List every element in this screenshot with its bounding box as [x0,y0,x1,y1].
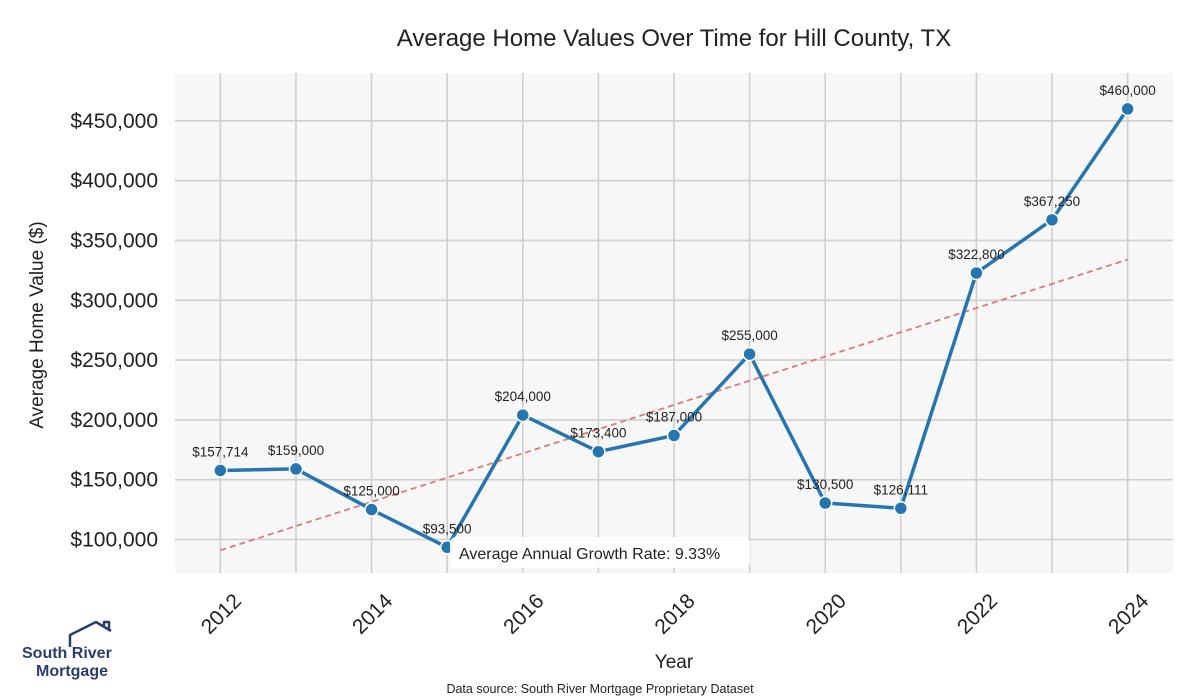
annotation-text: Average Annual Growth Rate: 9.33% [459,546,720,563]
y-tick-label: $300,000 [70,289,158,312]
x-tick-label: 2020 [802,589,851,638]
logo: South River Mortgage [22,620,112,680]
x-tick-label: 2016 [499,589,548,638]
data-point-2022 [969,265,984,281]
x-axis-ticks: 2012 2014 2016 2018 2020 2022 2024 [197,589,1154,639]
data-point-2023 [1044,212,1060,228]
data-label-2013: $159,000 [268,443,324,458]
grid [175,73,1173,573]
data-label-2019: $255,000 [721,328,777,343]
growth-rate-annotation: Average Annual Growth Rate: 9.33% [450,537,750,568]
data-label-2014: $125,000 [343,484,399,499]
x-tick-label: 2018 [650,589,699,638]
y-tick-label: $200,000 [70,409,158,432]
logo-line2: Mortgage [36,663,108,680]
y-tick-label: $350,000 [70,229,158,252]
x-tick-label: 2012 [197,589,246,638]
data-point-2024 [1120,101,1135,117]
data-label-2017: $173,400 [570,426,626,441]
y-axis-ticks: $100,000 $150,000 $200,000 $250,000 $300,000… [70,110,158,552]
data-labels: $157,714 $159,000 $125,000 $93,500 $204,000 $… [192,83,1156,536]
annotation-box [450,537,750,568]
trend-line [220,258,1128,552]
x-tick-label: 2022 [953,589,1002,638]
data-label-2023: $367,250 [1024,194,1080,209]
data-label-2016: $204,000 [495,389,551,404]
data-label-2024: $460,000 [1099,83,1155,98]
x-tick-label: 2024 [1104,589,1154,639]
data-point-2014 [364,502,379,517]
data-point-2016 [515,407,531,423]
data-point-2021 [893,501,909,516]
y-tick-label: $100,000 [70,529,158,552]
data-label-2018: $187,000 [646,409,702,424]
data-point-2019 [742,346,757,362]
data-point-2020 [817,495,833,511]
data-label-2012: $157,714 [192,444,249,459]
chart-title: Average Home Values Over Time for Hill C… [397,25,951,52]
y-tick-label: $400,000 [70,170,158,193]
x-tick-label: 2014 [348,589,398,639]
y-axis-label: Average Home Value ($) [27,221,48,428]
data-point-2012 [213,463,228,478]
y-tick-label: $450,000 [70,110,158,133]
data-label-2021: $126,111 [874,482,928,497]
data-point-2018 [666,428,682,443]
x-axis-label: Year [655,652,694,673]
data-label-2015: $93,500 [423,521,472,536]
data-point-2013 [288,461,304,477]
data-label-2020: $130,500 [797,477,853,492]
data-point-2017 [591,444,606,459]
data-label-2022: $322,800 [948,247,1004,262]
y-tick-label: $150,000 [70,469,158,492]
data-markers [213,101,1135,555]
source-note: Data source: South River Mortgage Propri… [446,682,754,696]
house-roof-icon [68,620,112,647]
logo-line1: South River [22,645,112,662]
y-tick-label: $250,000 [70,349,158,372]
